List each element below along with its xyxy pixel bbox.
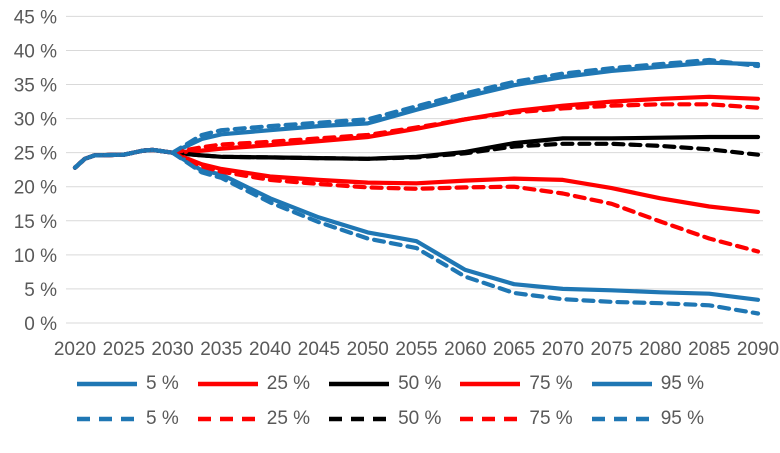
series-line-dashed-25 [72,147,761,254]
legend-item-dashed-75%: 75 % [459,408,573,430]
x-tick-label: 2055 [395,339,437,360]
x-tick-label: 2075 [590,339,632,360]
x-tick-label: 2040 [249,339,291,360]
legend-label: 50 % [398,373,442,394]
series-line-dashed-95 [72,57,761,170]
x-tick-label: 2060 [444,339,486,360]
legend-item-solid-50%: 50 % [328,373,441,395]
x-tick-label: 2065 [493,339,535,360]
legend-swatch-dashed-line-icon [591,416,652,422]
x-tick-label: 2050 [347,339,389,360]
legend-label: 75 % [529,373,573,394]
legend-label: 95 % [660,408,704,429]
legend-swatch-solid-line-icon [197,381,258,387]
y-tick-label: 15 % [14,212,57,233]
legend-swatch-solid-line-icon [460,381,521,387]
chart-legend: 5 % 25 % 50 % 75 % 95 % 5 % 25 % 50 % 75 % 95 % [0,372,780,431]
x-tick-label: 2070 [542,339,584,360]
x-tick-label: 2020 [54,339,96,360]
y-tick-label: 45 % [14,7,57,28]
y-tick-label: 35 % [14,76,57,97]
legend-swatch-dashed-line-icon [329,416,390,422]
legend-label: 5 % [146,373,179,394]
y-tick-label: 25 % [14,144,57,165]
legend-label: 25 % [266,373,311,394]
legend-item-dashed-5%: 5 % [76,408,179,430]
legend-item-solid-25%: 25 % [197,373,310,395]
legend-item-dashed-95%: 95 % [591,408,704,430]
legend-swatch-solid-line-icon [591,381,652,387]
x-tick-label: 2025 [103,339,145,360]
series-line-solid-5 [72,147,761,302]
legend-item-solid-75%: 75 % [459,373,573,395]
legend-swatch-dashed-line-icon [197,416,258,422]
legend-label: 5 % [146,408,179,429]
x-tick-label: 2045 [298,339,340,360]
y-tick-label: 20 % [14,178,57,199]
legend-item-solid-95%: 95 % [591,373,704,395]
legend-label: 25 % [266,408,311,429]
x-tick-label: 2085 [688,339,730,360]
plot-area: 0 % 5 % 10 % 15 % 20 % 25 % 30 % 35 % 40 % 45 % 20… [14,7,779,360]
legend-label: 75 % [529,408,573,429]
x-tick-label: 2080 [639,339,681,360]
x-tick-label: 2030 [151,339,193,360]
legend-swatch-solid-line-icon [77,381,137,387]
legend-item-dashed-50%: 50 % [328,408,441,430]
x-tick-label: 2090 [737,339,779,360]
x-tick-label: 2035 [200,339,242,360]
legend-item-dashed-25%: 25 % [197,408,310,430]
y-tick-label: 0 % [24,314,57,335]
legend-row-solid: 5 % 25 % 50 % 75 % 95 % [76,372,704,396]
legend-swatch-dashed-line-icon [77,416,137,422]
legend-swatch-dashed-line-icon [460,416,521,422]
legend-swatch-solid-line-icon [329,381,390,387]
y-tick-label: 40 % [14,41,57,62]
legend-row-dashed: 5 % 25 % 50 % 75 % 95 % [76,407,704,431]
y-tick-label: 30 % [14,110,57,131]
legend-label: 50 % [398,408,442,429]
y-tick-label: 10 % [14,246,57,267]
legend-item-solid-5%: 5 % [76,373,179,395]
y-tick-label: 5 % [24,280,57,301]
legend-label: 95 % [660,373,704,394]
